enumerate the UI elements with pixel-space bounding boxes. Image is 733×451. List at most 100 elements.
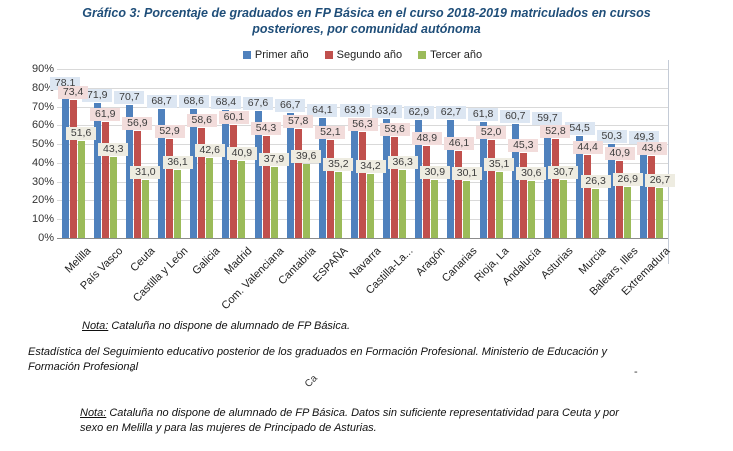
stray-mark-breve: ˘ [130,369,134,381]
bar-segundo-año [101,121,109,238]
bar-tercer-año [463,181,471,238]
bar-segundo-año [423,146,431,238]
bar-primer-año [254,111,262,238]
bar-segundo-año [616,161,624,238]
bar-value-label: 60,7 [500,110,531,124]
bar-value-label: 66,7 [275,98,306,112]
legend-swatch-tercer-año [418,51,427,59]
bar-segundo-año [391,137,399,238]
y-axis-tick-label: 0% [38,232,54,244]
bar-value-label: 36,1 [162,156,193,170]
bar-segundo-año [198,127,206,238]
stray-mark-ca: Ca [302,373,320,390]
chart-legend: Primer año Segundo año Tercer año [57,49,668,61]
legend-item: Segundo año [324,49,402,61]
bar-chart: Primer año Segundo año Tercer año 0% 10% 20%… [0,44,733,334]
stray-mark-dash: - [634,366,638,378]
bar-primer-año [383,118,391,238]
footnote-2-line-1: Nota: Cataluña no dispone de alumnado de… [80,406,640,421]
bar-tercer-año [367,173,374,238]
bar-value-label: 39,6 [291,149,322,163]
bar-value-label: 61,9 [90,107,121,121]
bar-segundo-año [326,140,334,238]
bar-value-label: 43,3 [98,142,129,156]
bar-value-label: 60,1 [218,111,249,125]
bar-segundo-año [519,152,527,238]
bar-value-label: 68,6 [178,95,209,109]
bar-value-label: 61,8 [468,107,499,121]
bar-tercer-año [334,171,342,238]
bar-primer-año [511,124,519,238]
bar-value-label: 64,1 [307,103,338,117]
plot-right-edge [668,60,669,264]
footnote-1-label: Nota: [82,320,109,332]
bar-value-label: 68,7 [146,94,177,108]
bar-primer-año [286,112,294,238]
footnote-2-line-2: sexo en Melilla y para las mujeres de Pr… [80,422,377,434]
legend-swatch-segundo-año [324,51,333,59]
y-axis-tick-label: 40% [31,156,54,169]
bar-primer-año [479,121,487,238]
footnote-2-label: Nota: [80,407,107,419]
bar-value-label: 40,9 [604,147,635,161]
bar-value-label: 53,6 [379,123,410,137]
bar-value-label: 70,7 [114,91,145,105]
bar-value-label: 56,3 [347,118,378,132]
bar-value-label: 68,4 [210,95,241,109]
bar-value-label: 31,0 [130,165,161,179]
bar-value-label: 63,4 [371,104,402,118]
bar-primer-año [318,117,326,238]
bar-value-label: 52,1 [315,126,346,140]
footnote-2-text: Cataluña no dispone de alumnado de FP Bá… [106,407,619,419]
y-axis-tick-label: 90% [31,63,54,75]
bar-primer-año [640,145,648,238]
bar-value-label: 54,5 [564,121,595,135]
bar-value-label: 26,3 [580,174,611,188]
bar-value-label: 26,7 [644,173,675,187]
bar-value-label: 30,1 [451,167,482,181]
bar-tercer-año [527,180,535,238]
bar-value-label: 30,9 [419,165,450,179]
chart-title-line-1: Gráfico 3: Porcentaje de graduados en FP… [82,6,651,20]
y-axis-tick-label: 80% [31,81,54,94]
legend-item: Primer año [242,49,309,61]
bar-primer-año [125,105,133,238]
bar-segundo-año [166,138,174,238]
legend-label: Tercer año [430,49,483,61]
bar-value-label: 57,8 [283,115,314,129]
bar-value-label: 50,3 [596,129,627,143]
bar-value-label: 71,9 [82,88,113,102]
bar-segundo-año [455,151,463,238]
y-axis-tick-label: 70% [31,100,54,113]
bar-value-label: 43,6 [636,142,667,156]
bar-value-label: 26,9 [612,173,643,187]
bar-value-label: 49,3 [628,131,659,145]
bar-value-label: 62,9 [403,105,434,119]
bar-tercer-año [624,187,632,238]
bar-value-label: 42,6 [194,144,225,157]
bar-primer-año [415,119,423,238]
bar-tercer-año [109,156,117,238]
bar-value-label: 30,6 [516,166,547,180]
source-note-line-1: Estadística del Seguimiento educativo po… [28,346,608,358]
footnote-2: Nota: Cataluña no dispone de alumnado de… [80,406,640,436]
bar-value-label: 59,7 [532,111,563,125]
bar-value-label: 56,9 [122,117,153,131]
bar-value-label: 67,6 [243,97,274,111]
bar-tercer-año [174,170,182,238]
bar-value-label: 48,9 [411,132,442,146]
bar-segundo-año [133,131,141,238]
bar-primer-año [93,102,101,238]
bar-tercer-año [656,187,664,238]
legend-label: Primer año [254,49,309,61]
bar-segundo-año [584,154,592,238]
source-note: Estadística del Seguimiento educativo po… [28,345,718,375]
bar-tercer-año [206,158,214,238]
bar-segundo-año [230,125,238,238]
bar-value-label: 46,1 [443,137,474,151]
bar-segundo-año [294,129,302,238]
bar-segundo-año [551,138,559,238]
legend-item: Tercer año [418,49,482,61]
bar-tercer-año [399,169,407,238]
